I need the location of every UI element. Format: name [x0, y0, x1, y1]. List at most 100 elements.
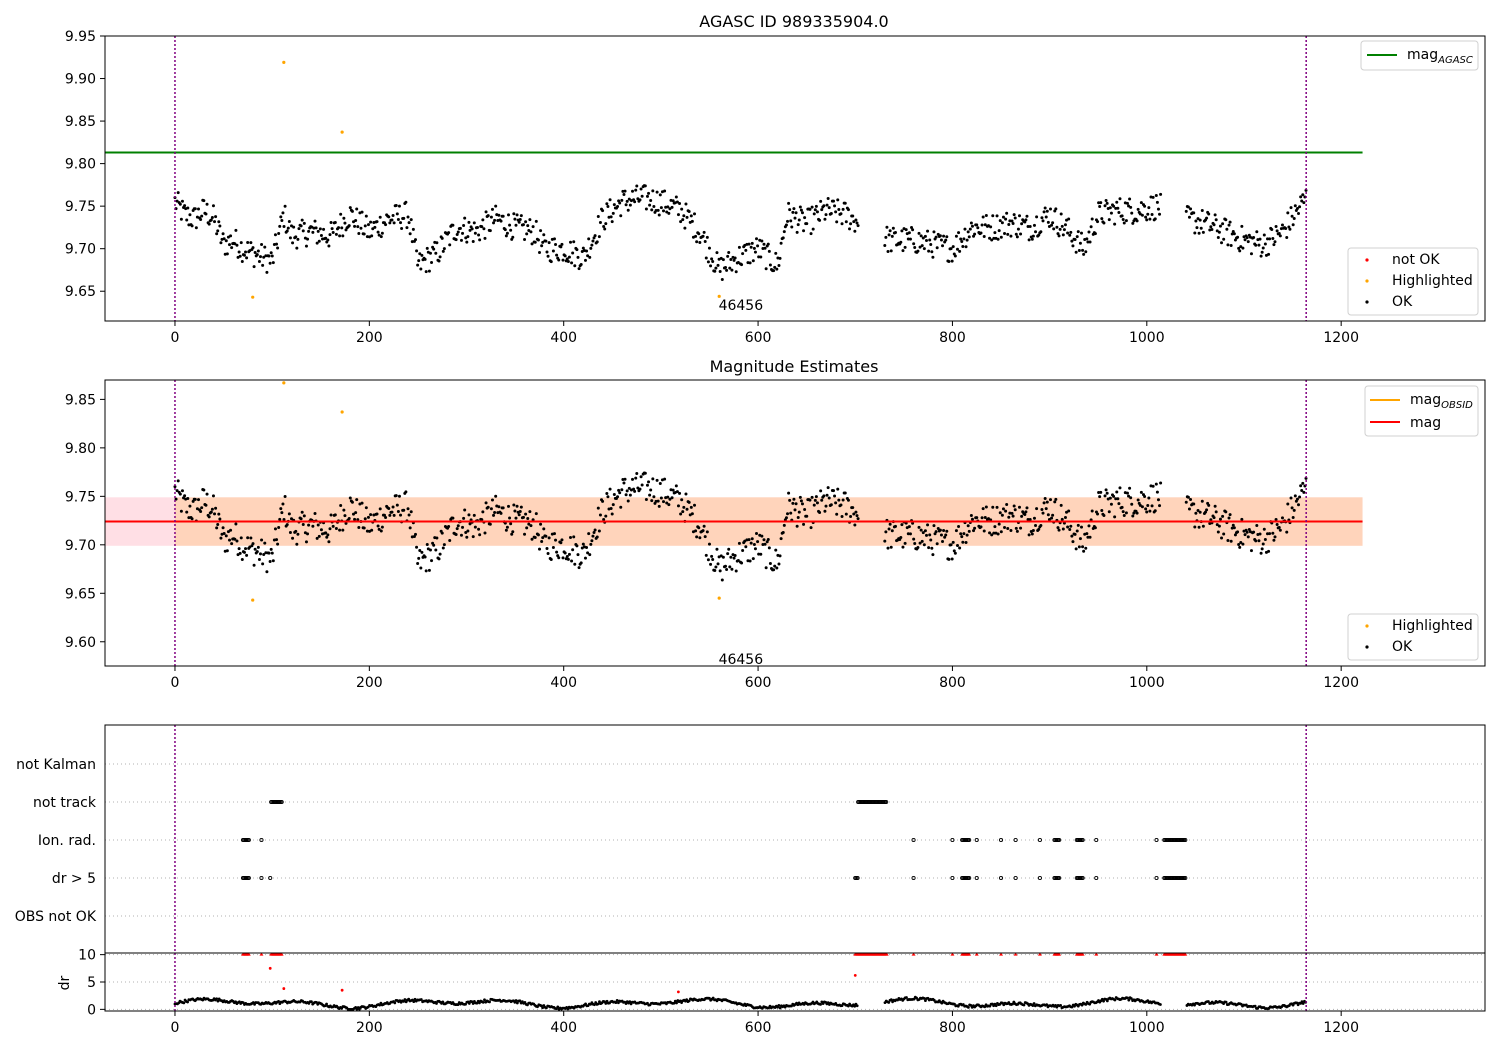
- ok-point: [662, 500, 666, 504]
- ok-point: [329, 221, 333, 225]
- ok-point: [720, 278, 724, 282]
- ok-point: [888, 522, 892, 526]
- ok-point: [490, 498, 494, 502]
- ok-point: [1070, 239, 1074, 243]
- ok-point: [1059, 503, 1063, 507]
- ok-point: [791, 210, 795, 214]
- ok-point: [645, 194, 649, 198]
- ok-point: [798, 205, 802, 209]
- flag-point: [268, 875, 273, 881]
- ok-point: [1035, 215, 1039, 219]
- ok-point: [455, 232, 459, 236]
- ok-point: [515, 504, 519, 508]
- ok-point: [706, 558, 710, 562]
- ok-point: [334, 526, 338, 530]
- ok-point: [1229, 244, 1233, 248]
- legend-ok-2: OK: [1392, 639, 1413, 655]
- ok-point: [1010, 511, 1014, 515]
- ok-point: [1056, 526, 1060, 530]
- ok-point: [1070, 534, 1074, 538]
- ok-point: [257, 557, 261, 561]
- ok-point: [337, 226, 341, 230]
- highlighted-point: [282, 60, 286, 64]
- ok-point: [824, 504, 828, 508]
- ok-point: [420, 550, 424, 554]
- ok-point: [483, 531, 487, 535]
- ok-point: [643, 184, 647, 188]
- dr-point: [855, 1004, 859, 1008]
- dr-point: [1031, 1004, 1035, 1008]
- dr-point: [1032, 1002, 1036, 1005]
- ok-point: [1143, 204, 1147, 208]
- panel1-x-axis: 0 200 400 600 800 1000 1200: [171, 321, 1359, 346]
- ok-point: [663, 189, 667, 193]
- ok-point: [554, 243, 558, 247]
- ok-point: [753, 250, 757, 254]
- ok-point: [779, 537, 783, 541]
- ok-point: [590, 243, 594, 247]
- flag-row-label: not Kalman: [16, 757, 96, 773]
- ok-point: [782, 523, 786, 527]
- ok-point: [1104, 488, 1108, 492]
- ok-point: [427, 568, 431, 572]
- ok-point: [555, 253, 559, 257]
- ok-point: [941, 244, 945, 248]
- ok-point: [855, 514, 859, 518]
- ok-point: [183, 494, 187, 498]
- ok-point: [893, 231, 897, 235]
- ok-point: [271, 559, 275, 563]
- ok-point: [715, 251, 719, 255]
- ok-point: [380, 525, 384, 529]
- ok-point: [384, 515, 388, 519]
- ok-point: [435, 241, 439, 245]
- ok-point: [441, 546, 445, 550]
- flag-point: [911, 837, 916, 843]
- highlighted-point: [340, 410, 344, 414]
- dr-point: [1253, 1004, 1257, 1008]
- ok-point: [644, 207, 648, 211]
- ok-point: [281, 211, 285, 215]
- highlighted-point: [717, 596, 721, 600]
- ok-point: [1118, 486, 1122, 490]
- ok-point: [1128, 197, 1132, 201]
- ok-point: [972, 529, 976, 533]
- ok-point: [428, 251, 432, 255]
- ok-point: [325, 535, 329, 539]
- ok-point: [364, 506, 368, 510]
- ok-point: [1239, 541, 1243, 545]
- dr-capped-point: [1080, 952, 1085, 956]
- ok-point: [1150, 504, 1154, 508]
- ok-point: [366, 223, 370, 227]
- ok-point: [484, 210, 488, 214]
- ok-point: [632, 487, 636, 491]
- ok-point: [1027, 238, 1031, 242]
- ok-point: [1255, 230, 1259, 234]
- y-tick-label: 9.75: [65, 489, 96, 505]
- ok-point: [300, 510, 304, 514]
- ok-point: [392, 221, 396, 225]
- ok-point: [271, 261, 275, 265]
- ok-point: [1262, 233, 1266, 237]
- ok-point: [1278, 234, 1282, 238]
- flag-point: [967, 875, 972, 881]
- ok-point: [527, 522, 531, 526]
- panel2-x-axis: 0 200 400 600 800 1000 1200: [171, 666, 1359, 691]
- ok-point: [415, 249, 419, 253]
- ok-point: [533, 240, 537, 244]
- ok-point: [489, 215, 493, 219]
- ok-point: [932, 230, 936, 234]
- dr-point: [481, 1000, 485, 1004]
- dr-point: [277, 1000, 280, 1003]
- ok-point: [793, 216, 797, 220]
- ok-point: [888, 229, 892, 233]
- ok-point: [193, 497, 197, 501]
- ok-point: [384, 223, 388, 227]
- ok-point: [751, 259, 755, 263]
- ok-point: [1041, 511, 1045, 515]
- ok-point: [1218, 224, 1222, 228]
- ok-point: [949, 247, 953, 251]
- ok-point: [178, 492, 182, 496]
- dr-point: [675, 1001, 678, 1005]
- ok-point: [926, 523, 930, 527]
- ok-point: [907, 231, 911, 235]
